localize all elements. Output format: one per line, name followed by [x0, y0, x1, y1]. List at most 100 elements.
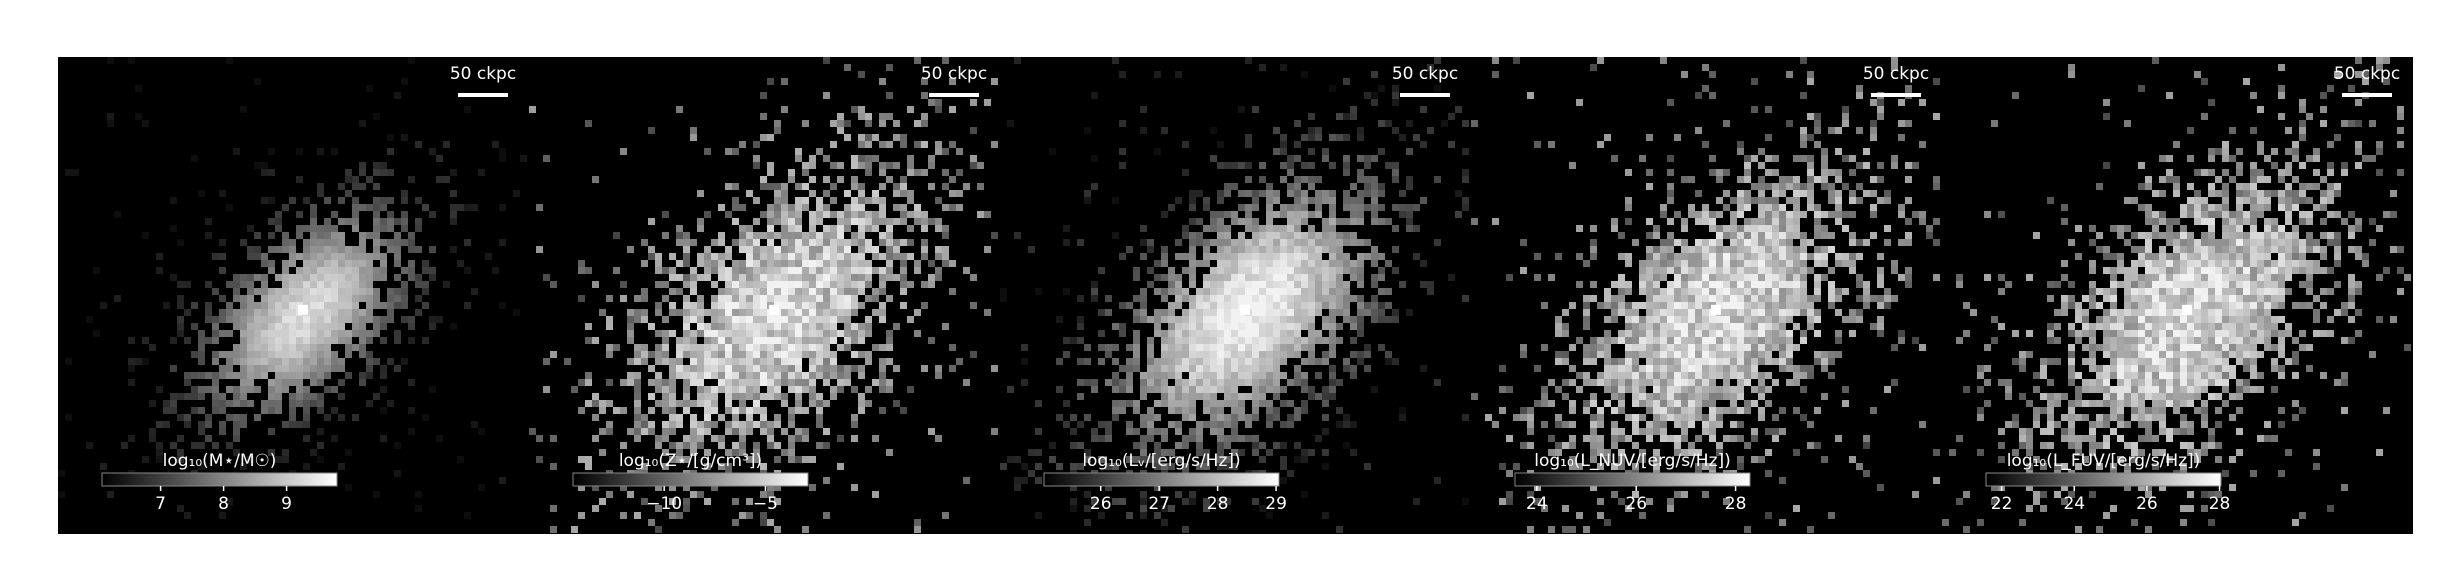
pixel: [268, 267, 275, 274]
pixel: [732, 323, 739, 330]
pixel: [830, 232, 837, 239]
pixel: [1716, 225, 1723, 232]
pixel: [65, 169, 72, 176]
pixel: [900, 260, 907, 267]
pixel: [1175, 393, 1182, 400]
pixel: [1786, 239, 1793, 246]
pixel: [478, 428, 485, 435]
pixel: [1639, 330, 1646, 337]
pixel: [233, 309, 240, 316]
pixel: [788, 239, 795, 246]
pixel: [1744, 323, 1751, 330]
pixel: [823, 92, 830, 99]
pixel: [893, 239, 900, 246]
colorbar: [572, 472, 809, 487]
pixel: [212, 407, 219, 414]
pixel: [1695, 365, 1702, 372]
pixel: [212, 330, 219, 337]
pixel: [1632, 442, 1639, 449]
pixel: [373, 267, 380, 274]
pixel: [352, 302, 359, 309]
pixel: [1576, 463, 1583, 470]
pixel: [1140, 379, 1147, 386]
pixel: [1709, 400, 1716, 407]
pixel: [1758, 225, 1765, 232]
pixel: [690, 379, 697, 386]
pixel: [1196, 218, 1203, 225]
pixel: [1772, 337, 1779, 344]
pixel: [1294, 225, 1301, 232]
pixel: [2082, 330, 2089, 337]
pixel: [1273, 239, 1280, 246]
pixel: [345, 295, 352, 302]
pixel: [690, 302, 697, 309]
pixel: [1175, 456, 1182, 463]
pixel: [1716, 337, 1723, 344]
pixel: [233, 351, 240, 358]
pixel: [1231, 372, 1238, 379]
pixel: [1189, 358, 1196, 365]
pixel: [114, 211, 121, 218]
pixel: [1807, 197, 1814, 204]
pixel: [872, 267, 879, 274]
pixel: [907, 169, 914, 176]
pixel: [1350, 211, 1357, 218]
pixel: [655, 379, 662, 386]
pixel: [408, 246, 415, 253]
pixel: [1590, 400, 1597, 407]
pixel: [1273, 379, 1280, 386]
pixel: [872, 218, 879, 225]
pixel: [2033, 414, 2040, 421]
pixel: [816, 260, 823, 267]
pixel: [886, 330, 893, 337]
pixel: [739, 421, 746, 428]
pixel: [184, 393, 191, 400]
pixel: [415, 246, 422, 253]
pixel: [1674, 344, 1681, 351]
pixel: [634, 372, 641, 379]
pixel: [1196, 442, 1203, 449]
pixel: [634, 414, 641, 421]
pixel: [627, 323, 634, 330]
pixel: [1133, 442, 1140, 449]
pixel: [1793, 302, 1800, 309]
pixel: [1681, 379, 1688, 386]
pixel: [1308, 183, 1315, 190]
pixel: [1217, 288, 1224, 295]
pixel: [1084, 414, 1091, 421]
pixel: [1772, 316, 1779, 323]
pixel: [1800, 267, 1807, 274]
pixel: [774, 127, 781, 134]
pixel: [662, 232, 669, 239]
pixel: [886, 218, 893, 225]
pixel: [1856, 127, 1863, 134]
pixel: [2026, 484, 2033, 491]
pixel: [1252, 442, 1259, 449]
pixel: [718, 344, 725, 351]
pixel: [1385, 351, 1392, 358]
pixel: [324, 295, 331, 302]
pixel: [2103, 246, 2110, 253]
pixel: [634, 316, 641, 323]
pixel: [1653, 407, 1660, 414]
pixel: [837, 281, 844, 288]
pixel: [1280, 442, 1287, 449]
pixel: [373, 204, 380, 211]
pixel: [795, 309, 802, 316]
pixel: [1576, 281, 1583, 288]
pixel: [1625, 365, 1632, 372]
pixel: [1702, 379, 1709, 386]
pixel: [774, 246, 781, 253]
pixel: [1646, 232, 1653, 239]
pixel: [767, 484, 774, 491]
pixel: [774, 526, 781, 533]
pixel: [1294, 183, 1301, 190]
pixel: [1611, 225, 1618, 232]
pixel: [240, 386, 247, 393]
pixel: [1709, 337, 1716, 344]
pixel: [809, 309, 816, 316]
pixel: [1709, 281, 1716, 288]
pixel: [774, 120, 781, 127]
pixel: [1182, 309, 1189, 316]
pixel: [1793, 232, 1800, 239]
